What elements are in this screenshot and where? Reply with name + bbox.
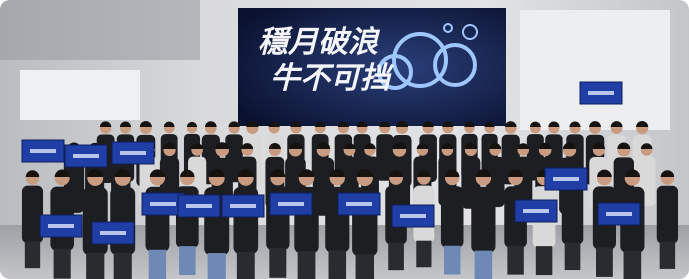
sign-text [230,204,256,208]
sign-text [48,224,74,228]
person-legs [356,254,374,279]
person-legs [388,243,404,270]
person-legs [149,250,166,279]
person-body [471,187,495,253]
person-legs [298,251,316,279]
person-legs [624,251,642,279]
banner-line1: 穩月破浪 [258,25,381,60]
window-wall [520,10,670,130]
person-body [83,187,108,255]
person-legs [86,253,104,279]
person-legs [54,249,71,279]
person-body [657,186,678,244]
person-legs [660,242,675,269]
person-legs [237,252,255,279]
person-body [562,186,584,245]
person-legs [179,246,196,275]
sign-text [120,151,146,155]
sign-text [553,177,579,181]
sign-text [150,202,176,206]
cabinet [20,70,140,120]
person-legs [25,241,40,268]
sign-text [73,154,99,158]
sign-text [523,209,549,213]
person-legs [329,250,347,279]
sign-text [606,212,632,216]
person-legs [269,248,286,278]
person-legs [208,253,226,279]
ceiling [0,0,200,60]
person-legs [444,246,460,275]
sign-text [30,149,56,153]
group-photo: 穩月破浪 牛不可挡 [0,0,689,279]
sign-text [400,214,426,218]
person-legs [565,243,581,270]
scene: 穩月破浪 牛不可挡 [0,0,689,279]
banner-line2: 牛不可挡 [270,61,395,96]
sign-text [588,91,614,95]
person-body [441,186,464,248]
person-body [110,187,135,255]
person-legs [536,246,553,275]
sign-text [278,202,304,206]
person-legs [507,246,523,275]
sign-text [346,202,372,206]
person-legs [114,253,132,279]
sign-text [186,204,212,208]
person-legs [416,241,431,268]
sign-text [100,231,126,235]
person-legs [596,247,613,276]
person-legs [475,251,493,279]
